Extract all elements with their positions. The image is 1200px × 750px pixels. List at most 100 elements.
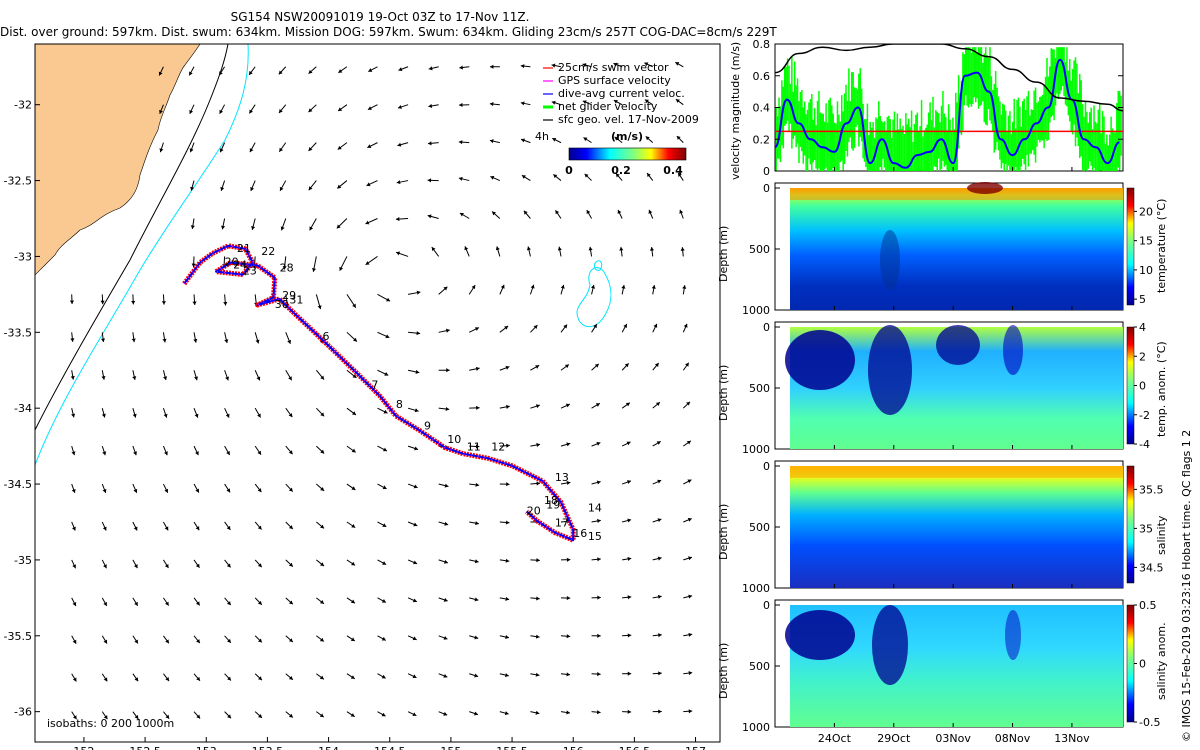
- map-x-tick-label: 157: [685, 745, 706, 750]
- velocity-y-tick-label: 0.4: [753, 102, 771, 115]
- vector-arrowhead: [551, 63, 556, 68]
- vector-arrowhead: [189, 148, 194, 153]
- velocity-y-tick-label: 0.8: [753, 38, 771, 51]
- vector-arrowhead: [337, 184, 342, 189]
- depth-tick-label: 500: [749, 243, 770, 256]
- vector-arrowhead: [249, 109, 253, 114]
- map-y-tick-label: -35.5: [4, 630, 32, 643]
- vector-arrowhead: [536, 596, 540, 601]
- chart-title-line2: Dist. over ground: 597km. Dist. swum: 63…: [0, 25, 777, 39]
- vector-arrowhead: [679, 209, 684, 214]
- depth-tick-label: 0: [763, 182, 770, 195]
- vector-arrowhead: [536, 481, 541, 486]
- colorbar-tick-1: 0.2: [611, 164, 631, 177]
- vector-arrowhead: [653, 323, 658, 328]
- vector-arrowhead: [678, 172, 682, 177]
- vector-arrowhead: [553, 174, 558, 179]
- vector-arrowhead: [189, 71, 193, 76]
- vector-arrowhead: [535, 710, 540, 715]
- vector-arrowhead: [552, 137, 557, 142]
- map-y-tick-label: -35: [14, 554, 32, 567]
- vector-arrowhead: [566, 672, 571, 677]
- vector-arrowhead: [474, 597, 479, 602]
- vector-arrowhead: [227, 638, 231, 643]
- vector-arrowhead: [385, 334, 390, 339]
- vector-arrowhead: [520, 64, 525, 69]
- vector-arrowhead: [383, 409, 388, 414]
- temp-anomaly-colorbar-label: temp. anom. (°C): [1155, 341, 1168, 437]
- vector-arrowhead: [443, 711, 448, 716]
- date-tick-label: 08Nov: [995, 732, 1031, 745]
- temp-anomaly-y-axis: 0 500 1000: [742, 321, 780, 456]
- vector-arrowhead: [595, 403, 600, 407]
- vector-arrowhead: [495, 246, 500, 251]
- vector-arrowhead: [196, 639, 200, 644]
- vector-arrowhead: [320, 449, 325, 454]
- vector-arrowhead: [219, 148, 224, 153]
- map-x-axis: 152 152.5 153 153.5 154 154.5 155 155.5 156 156.5…: [73, 737, 706, 750]
- salinity-anomaly-depth-label: Depth (m): [717, 642, 730, 699]
- vector-arrowhead: [227, 676, 231, 681]
- vector-arrowhead: [492, 211, 496, 216]
- vector-arrowhead: [443, 597, 448, 602]
- map-y-tick-label: -33: [14, 250, 32, 263]
- vector-arrowhead: [226, 563, 231, 568]
- colorbar-title: (m/s): [611, 130, 643, 143]
- vector-arrowhead: [490, 175, 495, 180]
- vector-arrowhead: [288, 525, 293, 530]
- vector-arrowhead: [413, 522, 418, 527]
- legend-duration-note: 4h: [535, 130, 549, 143]
- colorbar-tick-label: 35: [1139, 522, 1153, 535]
- map-x-tick-label: 155: [440, 745, 461, 750]
- day-label: 14: [588, 501, 602, 514]
- vector-arrowhead: [367, 106, 372, 110]
- vector-arrowhead: [317, 305, 322, 310]
- vector-arrowhead: [353, 337, 357, 342]
- vector-arrowhead: [102, 488, 107, 493]
- vector-arrowhead: [320, 487, 325, 491]
- day-label: 16: [573, 527, 587, 540]
- depth-tick-label: 500: [749, 660, 770, 673]
- vector-arrowhead: [226, 451, 230, 456]
- vector-arrowhead: [279, 147, 283, 152]
- vector-arrowhead: [219, 109, 224, 114]
- vector-arrowhead: [627, 556, 632, 561]
- cold-anomaly-3: [936, 325, 980, 365]
- vector-arrowhead: [249, 148, 254, 153]
- vector-arrowhead: [397, 142, 402, 147]
- depth-tick-label: 1000: [742, 304, 770, 317]
- vector-arrowhead: [627, 518, 632, 523]
- vector-arrowhead: [655, 402, 660, 406]
- map-x-tick-label: 156: [563, 745, 584, 750]
- colorbar-tick-label: 0.5: [1139, 599, 1157, 612]
- salinity-y-axis: 0 500 1000: [742, 460, 780, 595]
- temperature-surface-band: [790, 188, 1123, 200]
- vector-arrowhead: [687, 517, 692, 522]
- vector-arrowhead: [382, 523, 387, 527]
- vector-arrowhead: [414, 446, 419, 451]
- vector-arrowhead: [566, 595, 571, 601]
- vector-arrowhead: [555, 210, 560, 215]
- vector-arrowhead: [257, 450, 262, 455]
- vector-arrowhead: [134, 601, 138, 606]
- vector-arrowhead: [226, 488, 231, 493]
- vector-arrowhead: [597, 633, 601, 638]
- coastline-land: [35, 44, 201, 276]
- salinity-anomaly-colorbar-label: salinity anom.: [1155, 622, 1168, 700]
- temperature-field: [790, 188, 1123, 310]
- map-y-tick-label: -34: [14, 402, 32, 415]
- vector-arrowhead: [627, 595, 632, 600]
- vector-arrowhead: [395, 216, 400, 222]
- vector-arrowhead: [427, 214, 432, 219]
- vector-arrowhead: [582, 63, 587, 68]
- vector-arrowhead: [382, 485, 387, 490]
- vector-arrowhead: [165, 714, 170, 719]
- vector-arrowhead: [256, 376, 261, 381]
- vector-arrowhead: [675, 99, 680, 103]
- map-x-tick-label: 152: [73, 745, 94, 750]
- vector-arrowhead: [654, 363, 659, 367]
- vector-arrowhead: [71, 451, 76, 456]
- vector-arrowhead: [288, 413, 293, 418]
- vector-arrowhead: [351, 486, 356, 490]
- vector-arrowhead: [617, 209, 622, 214]
